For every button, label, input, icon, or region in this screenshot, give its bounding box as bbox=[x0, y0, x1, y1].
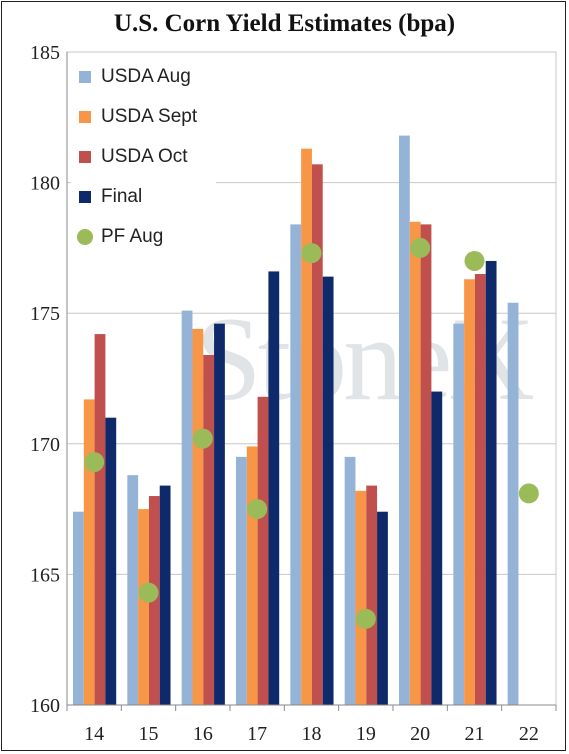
bar-usda-sept-20 bbox=[409, 221, 421, 705]
bar-final-19 bbox=[377, 511, 388, 705]
bar-usda-aug-20 bbox=[399, 135, 410, 706]
x-tick-label: 21 bbox=[465, 723, 485, 745]
legend-item: USDA Aug bbox=[79, 65, 191, 89]
legend-item: USDA Sept bbox=[79, 105, 197, 129]
bar-usda-oct-14 bbox=[94, 334, 106, 705]
point-pf-aug-18 bbox=[301, 243, 322, 264]
points bbox=[84, 237, 539, 629]
bar-usda-sept-18 bbox=[301, 148, 312, 706]
point-pf-aug-19 bbox=[355, 608, 376, 629]
bar-final-20 bbox=[431, 391, 443, 705]
bar-usda-oct-19 bbox=[366, 485, 378, 705]
bar-usda-oct-21 bbox=[474, 274, 486, 705]
legend-swatch bbox=[79, 191, 91, 203]
y-tick-label: 175 bbox=[30, 303, 60, 325]
legend-label: USDA Oct bbox=[101, 146, 188, 167]
legend-swatch bbox=[77, 229, 93, 245]
y-tick-label: 185 bbox=[30, 42, 60, 64]
legend-label: USDA Aug bbox=[101, 66, 191, 87]
bar-final-14 bbox=[105, 417, 117, 705]
bar-usda-aug-16 bbox=[181, 310, 193, 705]
bar-usda-aug-14 bbox=[73, 511, 84, 705]
point-pf-aug-14 bbox=[84, 452, 105, 473]
point-pf-aug-15 bbox=[138, 582, 159, 603]
legend-item: Final bbox=[79, 185, 142, 209]
bar-usda-aug-21 bbox=[453, 323, 465, 705]
legend-swatch bbox=[79, 151, 91, 163]
bar-usda-oct-20 bbox=[420, 224, 432, 705]
point-pf-aug-22 bbox=[518, 483, 539, 504]
bars bbox=[73, 135, 519, 706]
legend-label: PF Aug bbox=[101, 226, 164, 247]
x-tick-label: 20 bbox=[410, 723, 430, 745]
legend-item: USDA Oct bbox=[79, 145, 188, 169]
x-tick-label: 16 bbox=[193, 723, 213, 745]
bar-final-21 bbox=[485, 260, 497, 705]
bar-usda-aug-18 bbox=[290, 224, 302, 705]
bar-usda-aug-22 bbox=[507, 302, 519, 705]
y-tick-label: 170 bbox=[30, 434, 60, 456]
legend: USDA Aug USDA Sept USDA Oct Final PF Aug bbox=[71, 57, 216, 262]
y-tick-label: 180 bbox=[30, 173, 60, 195]
point-pf-aug-17 bbox=[247, 499, 268, 520]
bar-usda-oct-18 bbox=[311, 164, 323, 706]
legend-swatch bbox=[79, 111, 91, 123]
bar-final-16 bbox=[214, 323, 225, 705]
y-tick-label: 160 bbox=[30, 695, 60, 717]
x-tick-label: 22 bbox=[519, 723, 539, 745]
bar-usda-aug-15 bbox=[127, 475, 139, 705]
x-tick-label: 17 bbox=[247, 723, 267, 745]
legend-label: USDA Sept bbox=[101, 106, 198, 127]
bar-usda-aug-19 bbox=[344, 456, 356, 705]
bar-final-17 bbox=[268, 271, 280, 705]
point-pf-aug-16 bbox=[192, 428, 213, 449]
chart-title: U.S. Corn Yield Estimates (bpa) bbox=[113, 10, 456, 37]
x-tick-label: 18 bbox=[302, 723, 322, 745]
y-tick-label: 165 bbox=[30, 564, 60, 586]
bar-usda-sept-16 bbox=[192, 328, 204, 705]
x-tick-label: 19 bbox=[356, 723, 376, 745]
bar-final-18 bbox=[322, 276, 334, 705]
bar-usda-sept-17 bbox=[246, 446, 258, 705]
x-tick-label: 14 bbox=[84, 723, 104, 745]
bar-usda-sept-19 bbox=[355, 490, 367, 705]
x-tick-label: 15 bbox=[139, 723, 159, 745]
bar-final-15 bbox=[159, 485, 171, 705]
point-pf-aug-21 bbox=[464, 250, 485, 271]
legend-swatch bbox=[79, 71, 91, 83]
bar-usda-sept-14 bbox=[83, 399, 95, 705]
legend-item: PF Aug bbox=[77, 225, 164, 249]
bar-usda-aug-17 bbox=[236, 456, 247, 705]
point-pf-aug-20 bbox=[410, 237, 431, 258]
axes: 160 165 170 175 180 185 14 15 16 17 18 19 20 21 22 bbox=[30, 42, 557, 745]
bar-usda-oct-16 bbox=[203, 354, 215, 705]
bar-usda-oct-17 bbox=[257, 396, 269, 705]
bar-usda-sept-21 bbox=[464, 279, 475, 705]
bar-usda-sept-15 bbox=[138, 509, 149, 705]
legend-label: Final bbox=[101, 186, 143, 207]
